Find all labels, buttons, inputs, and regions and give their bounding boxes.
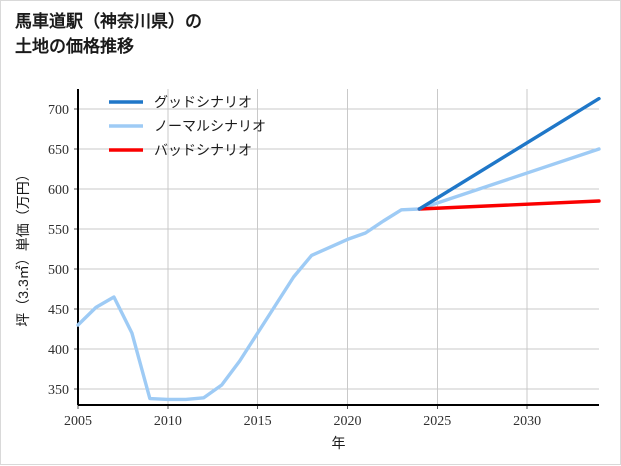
- y-tick-label: 600: [48, 183, 69, 198]
- y-tick-label: 700: [48, 103, 69, 118]
- y-tick-label: 400: [48, 343, 69, 358]
- x-tick-label: 2005: [64, 414, 92, 429]
- x-tick-label: 2010: [154, 414, 182, 429]
- series-line: [417, 199, 601, 211]
- x-tick-label: 2015: [244, 414, 272, 429]
- x-tick-label: 2025: [423, 414, 451, 429]
- y-tick-label: 650: [48, 143, 69, 158]
- series-line: [76, 147, 601, 402]
- x-axis-tick-labels: 2005 2010 2015 2020 2025 2030: [64, 414, 541, 429]
- x-tick-label: 2030: [513, 414, 541, 429]
- legend-label: ノーマルシナリオ: [154, 118, 266, 134]
- y-tick-label: 500: [48, 263, 69, 278]
- y-axis-title: 坪（3.3㎡）単価（万円）: [15, 167, 31, 326]
- x-axis-title: 年: [332, 435, 346, 451]
- data-series-group: [76, 96, 601, 402]
- legend-label: グッドシナリオ: [154, 94, 252, 110]
- series-line: [417, 96, 601, 211]
- y-axis-tick-labels: 350 400 450 500 550 600 650 700: [48, 103, 69, 398]
- x-tick-label: 2020: [333, 414, 361, 429]
- gridlines: [77, 89, 599, 405]
- axis-lines: [76, 89, 599, 407]
- legend-label: バッドシナリオ: [154, 142, 252, 158]
- y-tick-label: 450: [48, 303, 69, 318]
- y-tick-label: 350: [48, 383, 69, 398]
- y-tick-label: 550: [48, 223, 69, 238]
- page-title: 馬車道駅（神奈川県）の 土地の価格推移: [15, 12, 202, 56]
